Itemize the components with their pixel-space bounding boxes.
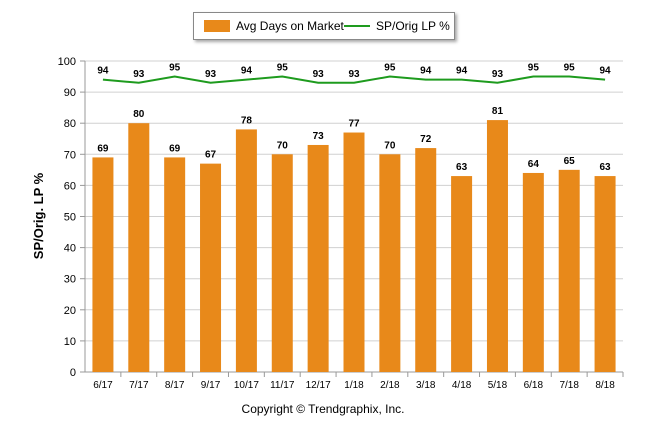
x-tick-label: 4/18 [452,380,472,391]
bar-value-label: 65 [564,156,576,167]
x-tick-label: 6/18 [524,380,544,391]
x-tick-label: 2/18 [380,380,400,391]
x-tick-label: 11/17 [270,380,295,391]
bar [164,157,186,372]
line-value-label: 95 [277,63,289,74]
x-tick-label: 8/17 [165,380,185,391]
x-tick-label: 12/17 [306,380,331,391]
line-value-label: 94 [600,66,612,77]
y-tick-label: 100 [58,56,76,68]
bar-value-label: 70 [384,140,396,151]
x-tick-label: 9/17 [201,380,221,391]
bar [235,129,257,372]
bar [522,172,544,372]
line-value-label: 93 [205,69,217,80]
legend-item-line: SP/Orig LP % [344,19,450,33]
bar-value-label: 72 [420,134,432,145]
bar-value-label: 73 [313,131,325,142]
bar-value-label: 63 [600,162,612,173]
line-path [102,75,606,84]
bar [271,154,293,372]
line-value-label: 94 [241,66,253,77]
line-value-label: 93 [492,69,504,80]
x-tick-label: 3/18 [416,380,436,391]
bar-value-label: 81 [492,106,504,117]
y-tick-label: 0 [70,367,76,379]
legend-swatch-bar [204,20,230,32]
bar [92,157,114,372]
line-value-label: 94 [420,66,432,77]
y-tick-label: 90 [64,87,76,99]
bar [415,148,437,372]
legend-swatch-line [344,25,370,27]
bar-value-label: 64 [528,159,540,170]
bar-value-label: 69 [97,143,109,154]
line-value-label: 94 [456,66,468,77]
y-tick-label: 20 [64,305,76,317]
x-axis-ticks: 6/17 7/17 8/17 9/17 10/17 11/17 12/17 1/18 2/18 3… [93,372,624,391]
legend-label-line: SP/Orig LP % [376,19,450,33]
bar [558,169,580,372]
bar [128,123,150,372]
bar [343,132,365,372]
bar [451,176,473,372]
bar-labels: 69 80 69 67 78 70 73 77 70 72 63 81 64 65 63 [97,106,611,173]
bar [594,176,616,372]
bar-value-label: 80 [133,109,145,120]
y-axis-label: SP/Orig. LP % [31,172,46,259]
line-series [102,75,606,84]
bar-value-label: 77 [348,119,360,130]
bar [307,144,329,372]
y-tick-label: 30 [64,274,76,286]
x-tick-label: 1/18 [344,380,364,391]
x-tick-label: 5/18 [488,380,508,391]
line-value-label: 95 [564,63,576,74]
copyright-footer: Copyright © Trendgraphix, Inc. [241,402,405,416]
x-tick-label: 7/17 [129,380,149,391]
y-tick-label: 70 [64,149,76,161]
bar [379,154,401,372]
legend-item-bar: Avg Days on Market [204,19,344,33]
bar-value-label: 70 [277,140,289,151]
bar-value-label: 69 [169,143,181,154]
bar [486,120,508,372]
bar-value-label: 78 [241,115,253,126]
legend-label-bar: Avg Days on Market [236,19,344,33]
line-value-label: 93 [133,69,145,80]
y-tick-label: 10 [64,336,76,348]
bar [200,163,222,372]
bar-value-label: 67 [205,150,217,161]
y-tick-label: 60 [64,180,76,192]
y-tick-label: 80 [64,118,76,130]
line-value-label: 94 [97,66,109,77]
bars [92,120,616,372]
y-tick-label: 40 [64,243,76,255]
y-tick-label: 50 [64,212,76,224]
line-labels: 94 93 95 93 94 95 93 93 95 94 94 93 95 95 94 [97,63,611,80]
y-axis-ticks: 0 10 20 30 40 50 60 70 80 90 100 [58,56,85,379]
legend: Avg Days on Market SP/Orig LP % [193,12,455,40]
x-tick-label: 6/17 [93,380,113,391]
line-value-label: 95 [169,63,181,74]
x-tick-label: 10/17 [234,380,259,391]
line-value-label: 95 [528,63,540,74]
bar-value-label: 63 [456,162,468,173]
x-tick-label: 7/18 [559,380,579,391]
line-value-label: 93 [313,69,325,80]
x-tick-label: 8/18 [595,380,615,391]
line-value-label: 93 [348,69,360,80]
line-value-label: 95 [384,63,396,74]
